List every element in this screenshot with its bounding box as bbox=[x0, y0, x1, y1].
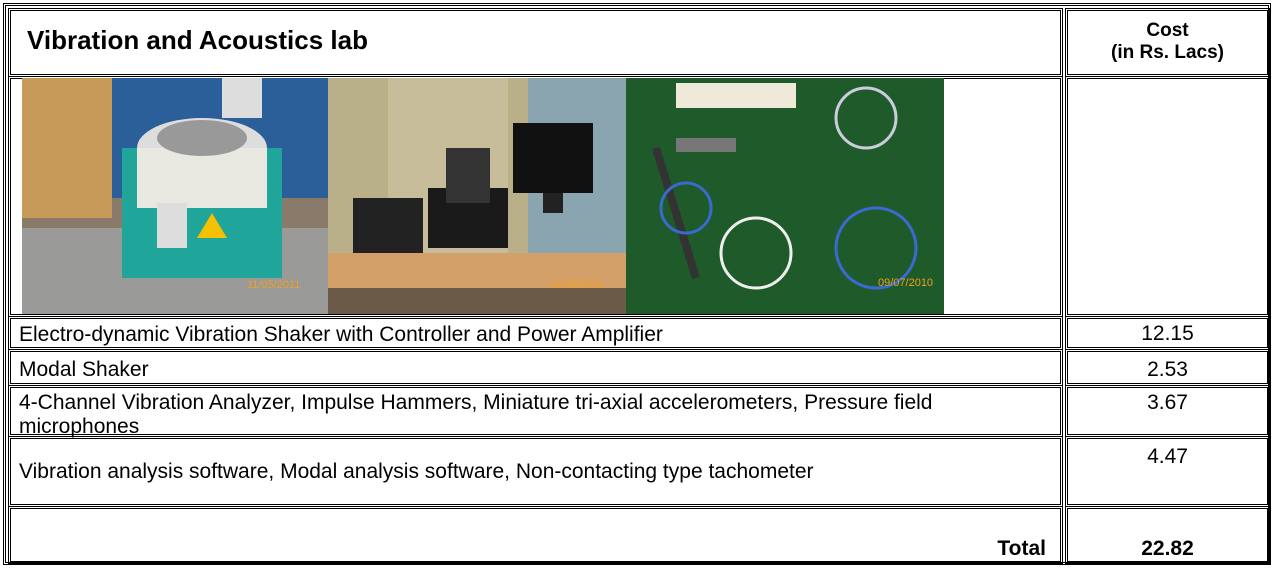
total-label: Total bbox=[8, 506, 1063, 564]
photo-date: 11/05/2011 bbox=[550, 279, 603, 291]
cost-cell: 3.67 bbox=[1065, 385, 1270, 437]
cost-cell: 2.53 bbox=[1065, 349, 1270, 386]
header-title: Vibration and Acoustics lab bbox=[8, 8, 1063, 77]
total-cost: 22.82 bbox=[1065, 506, 1270, 564]
item-cell: 4-Channel Vibration Analyzer, Impulse Ha… bbox=[8, 385, 1063, 438]
photo-date: 09/07/2010 bbox=[878, 277, 933, 289]
cost-cell: 12.15 bbox=[1065, 316, 1270, 350]
cost-header: Cost (in Rs. Lacs) bbox=[1065, 8, 1270, 77]
item-cell: Electro-dynamic Vibration Shaker with Co… bbox=[8, 316, 1063, 350]
item-cell: Vibration analysis software, Modal analy… bbox=[8, 436, 1063, 507]
empty-cell bbox=[1065, 76, 1270, 317]
cost-header-line: Cost bbox=[1146, 20, 1189, 41]
photo-cell bbox=[8, 76, 1063, 317]
photo-date: 11/05/2011 bbox=[247, 279, 300, 291]
photo-accessories: 09/07/2010 bbox=[626, 78, 944, 314]
photo-shaker: 11/05/2011 bbox=[22, 78, 328, 314]
cost-cell: 4.47 bbox=[1065, 436, 1270, 507]
cost-header-line: (in Rs. Lacs) bbox=[1111, 42, 1224, 63]
item-cell: Modal Shaker bbox=[8, 349, 1063, 386]
photo-controller: 11/05/2011 bbox=[328, 78, 626, 314]
